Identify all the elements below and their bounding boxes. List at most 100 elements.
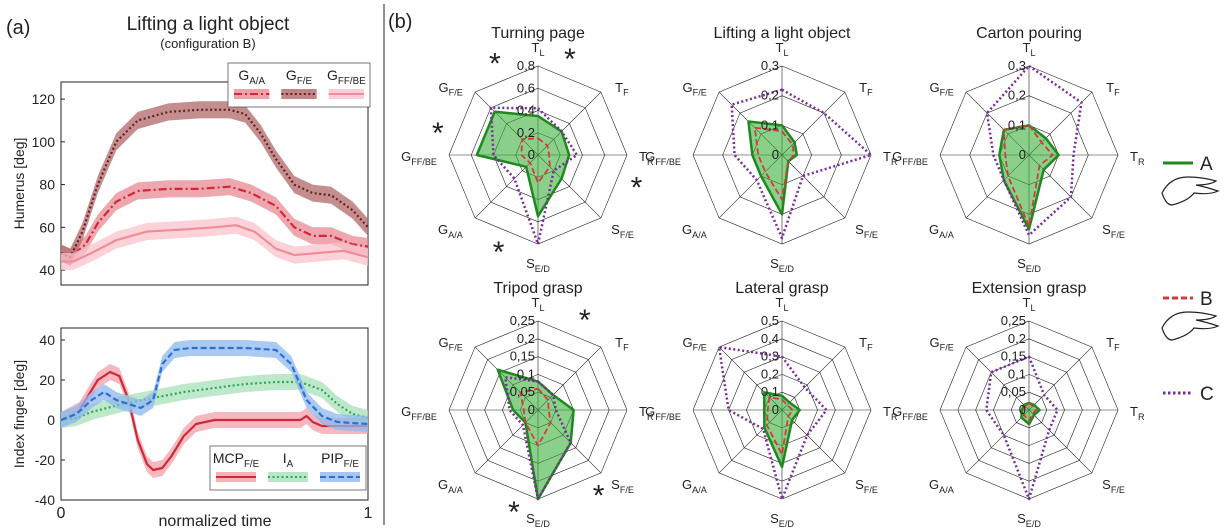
y-tick-label: 40 (39, 332, 55, 348)
radar-axis-label-g-fe: GF/E (683, 335, 707, 353)
radar-series-c (717, 345, 828, 501)
radar-ring-label: 0,4 (761, 331, 779, 346)
radar-title: Lateral grasp (735, 280, 828, 297)
radar-axis-label-t-f: TF (859, 335, 873, 353)
radar-axis-label-s-fe: SF/E (611, 477, 634, 495)
legend-label: IA (283, 450, 294, 470)
radar-title: Lifting a light object (714, 25, 852, 42)
radar-ring-label: 0 (528, 402, 535, 417)
hand-b-icon (1161, 311, 1220, 341)
y-axis-label: Humerus [deg] (11, 138, 27, 230)
radar-axis-label-g-fe: GF/E (930, 335, 954, 353)
y-tick-label: 80 (39, 177, 55, 193)
radar-ring-label: 0 (772, 402, 779, 417)
radar-axis-label-g-aa: GA/A (682, 222, 708, 240)
legend-label: GA/A (238, 67, 265, 87)
series-line-pip-2 (60, 346, 369, 426)
radar-ring-label: 0,2 (517, 125, 535, 140)
radar-series-a (475, 110, 571, 218)
radar-series-a (1020, 401, 1041, 426)
radar-ring-label: 0,1 (517, 366, 535, 381)
radar-axis-label-s-fe: SF/E (611, 222, 634, 240)
radar-axis-label-g-aa: GA/A (929, 477, 955, 495)
radar-axis-label-t-r: TR (1130, 404, 1145, 422)
radar-axis-label-s-fe: SF/E (1102, 222, 1125, 240)
radar-ring-label: 0,6 (517, 80, 535, 95)
radar-axis-label-s-ed: SE/D (1017, 511, 1041, 529)
significance-asterisk: * (489, 47, 501, 80)
significance-asterisk: * (508, 496, 520, 529)
radar-ring-label: 0 (772, 147, 779, 162)
radar-series-b (1022, 401, 1038, 422)
radar-axis-label-t-f: TF (615, 335, 629, 353)
radar-axis-label-g-fe: GF/E (683, 80, 707, 98)
radar-title: Turning page (491, 25, 585, 42)
radar-ring-label: 0,8 (517, 58, 535, 73)
radar-axis-label-g-fe: GF/E (439, 80, 463, 98)
radar-series-a (998, 124, 1060, 231)
radar-chart: 0 0,1 0,2 0,3TL TF TR SF/E SE/D GA/A GFF/BE GF/E Ca… (892, 25, 1145, 274)
series-line-i-1 (60, 380, 369, 422)
radar-series-b (519, 387, 552, 447)
radar-ring-label: 0,2 (517, 331, 535, 346)
plot-frame (60, 81, 369, 286)
series-band-i (61, 374, 368, 428)
radar-axis-label-s-fe: SF/E (855, 222, 878, 240)
radar-axis-label-t-l: TL (531, 295, 544, 313)
panel-a-label: (a) (6, 17, 30, 39)
radar-axis-label-t-r: TR (639, 149, 654, 167)
radar-ring-label: 0,1 (1008, 117, 1026, 132)
series-band-g (61, 216, 368, 271)
radar-ring-label: 0,2 (761, 88, 779, 103)
radar-axis-label-g-fe: GF/E (439, 335, 463, 353)
radar-title: Extension grasp (972, 280, 1087, 297)
radar-title: Tripod grasp (493, 280, 582, 297)
radar-axis-label-g-ffbe: GFF/BE (645, 149, 681, 167)
radar-ring-label: 0,3 (761, 58, 779, 73)
y-tick-label: 100 (32, 134, 56, 150)
significance-asterisk: * (432, 117, 444, 150)
radar-series-c (504, 376, 572, 501)
radar-axis-label-g-ffbe: GFF/BE (892, 149, 928, 167)
legend-box (227, 62, 371, 108)
radar-ring-label: 0,2 (1008, 88, 1026, 103)
radar-series-b (765, 396, 794, 456)
series-band-g (61, 178, 368, 266)
radar-spoke (965, 409, 1030, 474)
radar-axis-label-s-fe: SF/E (855, 477, 878, 495)
radar-axis-label-t-l: TL (1022, 295, 1035, 313)
legend-label: GF/E (286, 67, 313, 87)
radar-axis-label-t-f: TF (859, 80, 873, 98)
series-line-mcp-0 (60, 370, 368, 472)
radar-chart: 0 0,1 0,2 0,3 0,4 0,5TL TF TR SF/E SE/D GA/A GFF/BE… (645, 280, 898, 529)
radar-ring-label: 0,1 (1008, 366, 1026, 381)
panel-a-title: Lifting a light object (127, 14, 290, 35)
y-tick-label: -20 (35, 452, 55, 468)
significance-asterisk: * (579, 304, 591, 337)
radar-axis-label-s-ed: SE/D (770, 256, 794, 274)
radar-spoke (1028, 346, 1093, 411)
radar-axis-label-g-aa: GA/A (438, 477, 464, 495)
radar-axis-label-t-f: TF (1106, 335, 1120, 353)
y-tick-label: 0 (47, 412, 55, 428)
humerus-line-chart: 40 60 80 100 120 Humerus [deg] GA/A GF/E GFF/BE (11, 62, 371, 286)
y-tick-label: 20 (39, 372, 55, 388)
index-finger-line-chart: -40 -20 0 20 40 Index finger [deg] MCPF/E IA PIP… (11, 327, 369, 508)
legend-label: GFF/BE (327, 67, 366, 87)
radar-ring-label: 0,25 (510, 313, 535, 328)
radar-charts: 0 0,2 0,4 0,6 0,8 TL TF TR SF/E SE/D GA/A GFF/BE GF/… (401, 25, 1145, 529)
y-tick-label: -40 (35, 492, 55, 508)
radar-ring-label: 0,4 (517, 103, 535, 118)
radar-axis-label-t-l: TL (775, 40, 788, 58)
hand-a-icon (1161, 176, 1220, 206)
radar-chart: 0 0,1 0,2 0,3TL TF TR SF/E SE/D GA/A GFF/BE GF/E Li… (645, 25, 898, 274)
y-tick-label: 60 (39, 219, 55, 235)
radar-axis-label-g-aa: GA/A (929, 222, 955, 240)
radar-ring-label: 0 (1019, 147, 1026, 162)
radar-ring-label: 0,3 (1008, 58, 1026, 73)
y-tick-label: 120 (32, 91, 56, 107)
radar-axis-label-s-ed: SE/D (526, 511, 550, 529)
